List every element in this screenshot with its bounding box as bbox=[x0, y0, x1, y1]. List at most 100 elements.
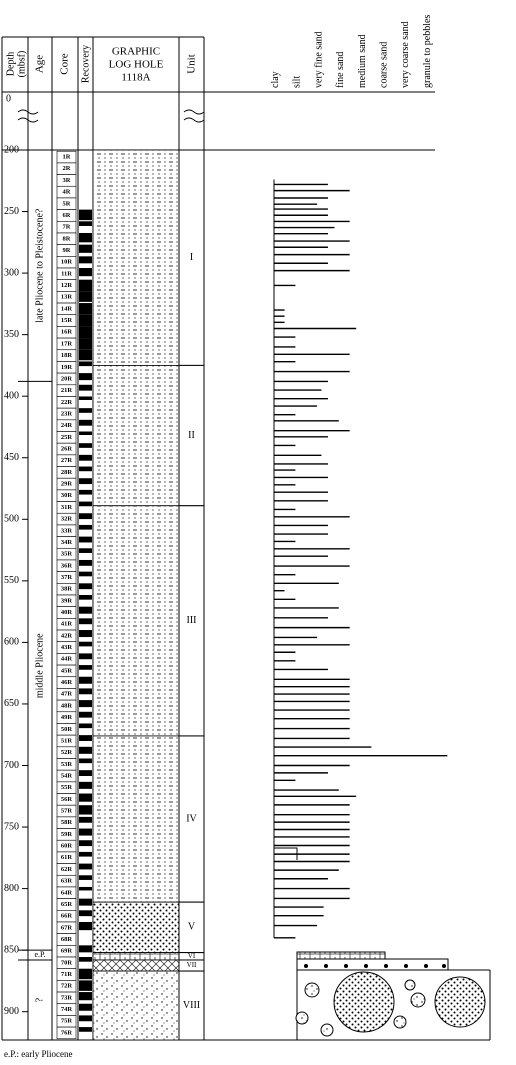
core-label: 70R bbox=[61, 959, 73, 966]
unit-box bbox=[178, 970, 205, 1041]
recovery-bar bbox=[79, 501, 92, 507]
core-label: 49R bbox=[61, 714, 73, 721]
age-label: ? bbox=[34, 997, 45, 1002]
age-label: e.P. bbox=[34, 950, 45, 959]
core-label: 72R bbox=[61, 983, 73, 990]
depth-label: 900 bbox=[4, 1006, 19, 1017]
grain-size-label: coarse sand bbox=[378, 42, 389, 88]
recovery-bar bbox=[79, 711, 92, 718]
depth-header: Depth bbox=[5, 52, 16, 76]
core-label: 53R bbox=[61, 761, 73, 768]
unit-label: III bbox=[187, 615, 197, 626]
recovery-bar bbox=[79, 431, 92, 436]
core-label: 21R bbox=[61, 387, 73, 394]
core-label: 74R bbox=[61, 1006, 73, 1013]
depth-label: 250 bbox=[4, 206, 19, 217]
recovery-bar bbox=[79, 828, 92, 836]
core-label: 75R bbox=[61, 1018, 73, 1025]
recovery-bar bbox=[79, 536, 92, 543]
core-label: 2R bbox=[63, 165, 71, 172]
depth-label: 650 bbox=[4, 698, 19, 709]
recovery-bar bbox=[79, 396, 92, 400]
recovery-bar bbox=[79, 758, 92, 764]
recovery-bar bbox=[79, 781, 92, 789]
recovery-bar bbox=[79, 268, 92, 277]
core-label: 76R bbox=[61, 1029, 73, 1036]
recovery-bar bbox=[79, 338, 92, 350]
core-label: 20R bbox=[61, 375, 73, 382]
core-header: Core bbox=[59, 53, 71, 75]
core-cell bbox=[56, 1026, 77, 1040]
recovery-bar bbox=[79, 630, 92, 638]
depth-label: 700 bbox=[4, 760, 19, 771]
core-label: 24R bbox=[61, 422, 73, 429]
depth-label: 500 bbox=[4, 514, 19, 525]
lower-lithology bbox=[295, 951, 491, 1040]
recovery-bar bbox=[79, 1003, 92, 1011]
recovery-bar bbox=[79, 583, 92, 590]
core-label: 1R bbox=[63, 154, 71, 161]
recovery-bar bbox=[79, 735, 92, 741]
recovery-bar bbox=[79, 559, 92, 566]
recovery-bar bbox=[79, 361, 92, 367]
core-label: 60R bbox=[61, 843, 73, 850]
depth-label: 600 bbox=[4, 637, 19, 648]
core-label: 25R bbox=[61, 434, 73, 441]
recovery-bar bbox=[79, 816, 92, 823]
recovery-header: Recovery bbox=[80, 45, 91, 83]
lithology bbox=[92, 901, 180, 954]
unit-box bbox=[178, 901, 205, 954]
core-label: 9R bbox=[63, 247, 71, 254]
depth-label: 450 bbox=[4, 452, 19, 463]
lithology bbox=[92, 735, 180, 903]
unit-label: VII bbox=[187, 961, 197, 969]
recovery-bar bbox=[79, 209, 92, 221]
core-label: 41R bbox=[61, 621, 73, 628]
core-label: 11R bbox=[61, 270, 72, 277]
recovery-bar bbox=[79, 723, 92, 729]
core-label: 69R bbox=[61, 948, 73, 955]
recovery-bar bbox=[79, 349, 92, 361]
log-title: 1118A bbox=[121, 72, 150, 84]
recovery-bar bbox=[79, 232, 92, 243]
recovery-bar bbox=[79, 595, 92, 600]
recovery-bar bbox=[79, 221, 92, 226]
unit-box bbox=[178, 505, 205, 737]
core-label: 55R bbox=[61, 784, 73, 791]
core-label: 43R bbox=[61, 644, 73, 651]
core-label: 34R bbox=[61, 539, 73, 546]
core-label: 8R bbox=[63, 235, 71, 242]
core-label: 4R bbox=[63, 189, 71, 196]
recovery-bar bbox=[79, 606, 92, 614]
core-label: 31R bbox=[61, 504, 73, 511]
core-label: 37R bbox=[61, 574, 73, 581]
recovery-bar bbox=[79, 863, 92, 870]
core-label: 58R bbox=[61, 819, 73, 826]
core-label: 33R bbox=[61, 527, 73, 534]
core-label: 45R bbox=[61, 667, 73, 674]
recovery-bar bbox=[79, 968, 92, 980]
grain-size-label: medium sand bbox=[357, 34, 368, 88]
recovery-bar bbox=[79, 1027, 92, 1032]
recovery-bar bbox=[79, 665, 92, 670]
recovery-bar bbox=[79, 454, 92, 461]
core-label: 32R bbox=[61, 516, 73, 523]
core-label: 48R bbox=[61, 702, 73, 709]
recovery-bar bbox=[79, 478, 92, 485]
core-label: 27R bbox=[61, 457, 73, 464]
core-label: 16R bbox=[61, 329, 73, 336]
core-label: 14R bbox=[61, 305, 73, 312]
core-label: 15R bbox=[61, 317, 73, 324]
recovery-bar bbox=[79, 770, 92, 777]
recovery-bar bbox=[79, 851, 92, 857]
recovery-bar bbox=[79, 898, 92, 906]
grain-size-label: granule to pebbles bbox=[422, 15, 433, 88]
grain-size-label: very fine sand bbox=[313, 31, 324, 88]
recovery-bar bbox=[79, 373, 92, 381]
recovery-bar bbox=[79, 945, 92, 953]
unit-label: IV bbox=[186, 813, 197, 824]
recovery-bar bbox=[79, 548, 92, 553]
core-label: 68R bbox=[61, 936, 73, 943]
core-label: 10R bbox=[61, 259, 73, 266]
depth-label: 850 bbox=[4, 944, 19, 955]
